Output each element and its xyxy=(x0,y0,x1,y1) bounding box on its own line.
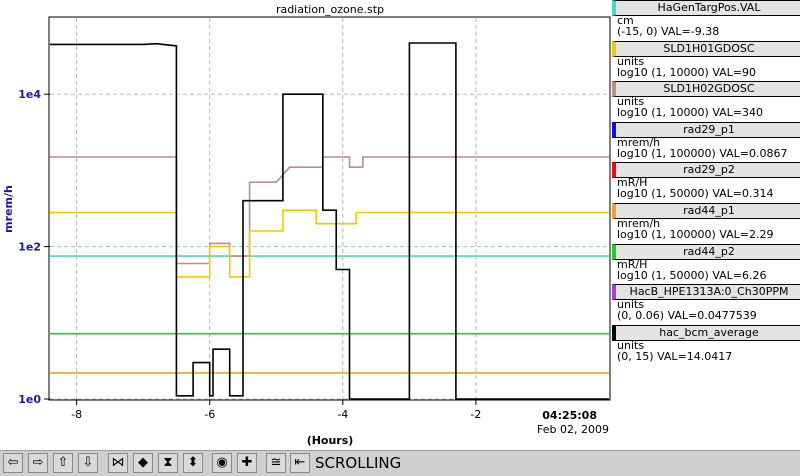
legend-range-value: (-15, 0) VAL=-9.38 xyxy=(617,25,720,38)
legend-entry-rad44-p1[interactable]: rad44_p1 xyxy=(612,203,800,219)
arrow-up-button[interactable]: ⇧ xyxy=(53,453,73,473)
y-tick-label: 1e0 xyxy=(18,393,41,406)
legend-entry-rad44-p2[interactable]: rad44_p2 xyxy=(612,243,800,260)
zoom-out-icon: ◉ xyxy=(216,455,228,470)
legend-units: mrem/h xyxy=(617,135,661,149)
expand-horizontal-button[interactable]: ◆ xyxy=(133,453,153,473)
arrow-left-icon: ⇦ xyxy=(7,455,19,470)
timestamp-time: 04:25:08 xyxy=(542,409,597,422)
scroll-mode-icon: ⇤ xyxy=(294,455,306,470)
legend-units: cm xyxy=(617,14,634,27)
scroll-status-label: SCROLLING xyxy=(315,454,402,472)
legend-entry-rad29-p2[interactable]: rad29_p2 xyxy=(612,162,800,179)
y-tick-label: 1e2 xyxy=(18,241,41,254)
x-tick-label: -4 xyxy=(337,408,348,421)
series-line-sld1h02gdosc xyxy=(50,156,609,265)
legend-entry-hagentargpos-val[interactable]: HaGenTargPos.VAL xyxy=(612,0,800,16)
zoom-in-button[interactable]: ✚ xyxy=(237,453,257,473)
chart[interactable]: -8 -6 -4 -2 1e0 1e2 1e4 radiation_ozone.stp mr… xyxy=(0,0,800,450)
x-tick-label: -6 xyxy=(204,408,215,421)
legend-range-value: log10 (1, 10000) VAL=90 xyxy=(617,65,757,79)
expand-horizontal-icon: ◆ xyxy=(138,455,148,470)
legend-entry-hac-bcm-average[interactable]: hac_bcm_average xyxy=(612,324,800,341)
x-axis-label: (Hours) xyxy=(307,434,354,447)
legend-entry-sld1h01gdosc[interactable]: SLD1H01GDOSC xyxy=(612,40,800,57)
y-axis-label: mrem/h xyxy=(2,185,15,233)
expand-vertical-button[interactable]: ⬍ xyxy=(183,453,203,473)
toolbar: ⇦ ⇨ ⇧ ⇩ ⋈ ◆ ⧗ ⬍ ◉ ✚ ≅ ⇤ SCROLLING xyxy=(0,450,800,476)
zoom-in-icon: ✚ xyxy=(241,455,253,470)
arrow-right-icon: ⇨ xyxy=(32,455,44,470)
legend-units: mR/H xyxy=(617,257,648,271)
series-line-hac-bcm-average xyxy=(50,42,609,400)
legend-units: units xyxy=(617,338,645,352)
auto-scale-icon: ≅ xyxy=(270,455,282,470)
legend-range-value: log10 (1, 50000) VAL=0.314 xyxy=(617,187,774,201)
legend-units: units xyxy=(617,95,645,109)
chart-title: radiation_ozone.stp xyxy=(276,3,384,16)
zoom-out-button[interactable]: ◉ xyxy=(212,453,232,473)
compress-vertical-button[interactable]: ⧗ xyxy=(158,453,178,473)
arrow-down-icon: ⇩ xyxy=(82,455,94,470)
legend-units: units xyxy=(617,298,645,312)
legend-entry-rad29-p1[interactable]: rad29_p1 xyxy=(612,121,800,138)
x-tick-label: -2 xyxy=(470,408,481,421)
legend-range-value: log10 (1, 100000) VAL=2.29 xyxy=(617,228,774,241)
y-tick-label: 1e4 xyxy=(18,88,41,101)
series-layer xyxy=(50,42,609,400)
compress-vertical-icon: ⧗ xyxy=(163,455,173,470)
scroll-mode-button[interactable]: ⇤ xyxy=(290,453,310,473)
auto-scale-button[interactable]: ≅ xyxy=(266,453,286,473)
legend-entry-sld1h02gdosc[interactable]: SLD1H02GDOSC xyxy=(612,81,800,98)
compress-horizontal-button[interactable]: ⋈ xyxy=(108,453,128,473)
arrow-down-button[interactable]: ⇩ xyxy=(78,453,98,473)
expand-vertical-icon: ⬍ xyxy=(187,455,199,470)
legend-entry-hacb-hpe1313a-0-ch30ppm[interactable]: HacB_HPE1313A:0_Ch30PPM xyxy=(612,284,800,301)
legend-range-value: (0, 0.06) VAL=0.0477539 xyxy=(617,309,757,323)
compress-horizontal-icon: ⋈ xyxy=(111,455,125,470)
legend-units: mrem/h xyxy=(617,217,661,230)
legend-units: units xyxy=(617,54,645,68)
arrow-right-button[interactable]: ⇨ xyxy=(28,453,48,473)
timestamp-date: Feb 02, 2009 xyxy=(537,423,609,436)
legend-units: mR/H xyxy=(617,176,648,190)
legend-range-value: (0, 15) VAL=14.0417 xyxy=(617,349,733,363)
legend-range-value: log10 (1, 50000) VAL=6.26 xyxy=(617,268,767,282)
legend-range-value: log10 (1, 10000) VAL=340 xyxy=(617,106,764,120)
plot-area xyxy=(48,16,611,401)
axes: -8 -6 -4 -2 1e0 1e2 1e4 xyxy=(18,88,481,421)
x-tick-label: -8 xyxy=(71,408,82,421)
arrow-up-icon: ⇧ xyxy=(57,455,69,470)
legend-range-value: log10 (1, 100000) VAL=0.0867 xyxy=(617,146,788,160)
arrow-left-button[interactable]: ⇦ xyxy=(3,453,23,473)
